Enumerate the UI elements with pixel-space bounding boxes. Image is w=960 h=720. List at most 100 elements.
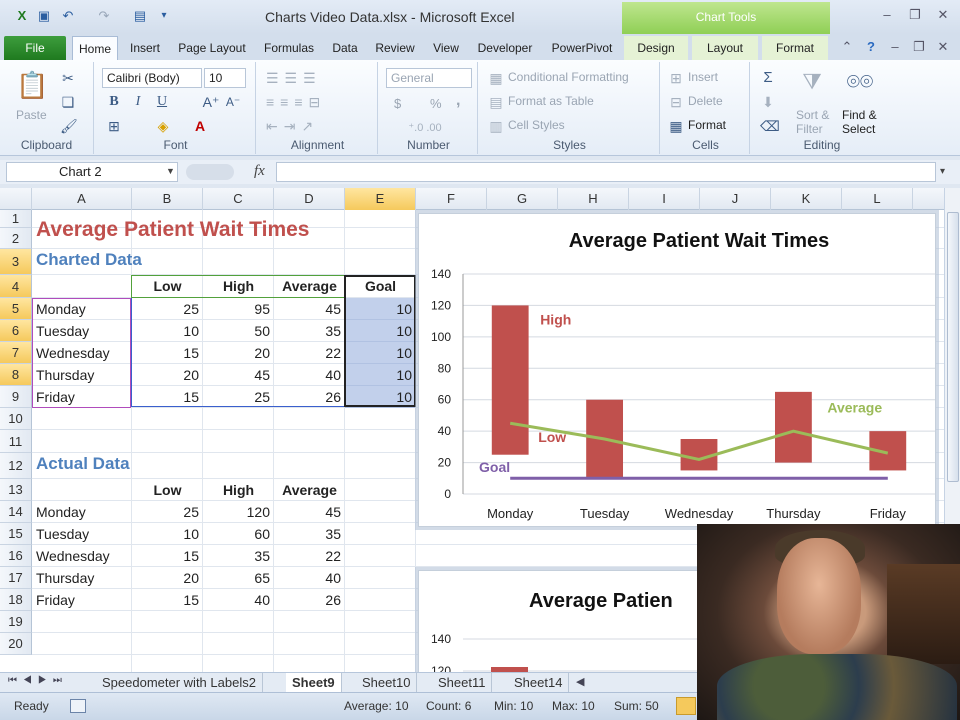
sheet-nav-icons[interactable]: ⏮◀▶⏭	[8, 675, 68, 686]
actual-cell-average[interactable]: 35	[325, 526, 341, 542]
column-header-h[interactable]: H	[558, 188, 629, 210]
name-box[interactable]: Chart 2	[6, 162, 178, 182]
row-header-1[interactable]: 1	[0, 210, 32, 228]
column-header-e[interactable]: E	[345, 188, 416, 210]
charted-cell-day[interactable]: Monday	[36, 301, 86, 317]
charted-header-low[interactable]: Low	[153, 278, 182, 294]
charted-cell-day[interactable]: Wednesday	[36, 345, 110, 361]
font-color-icon[interactable]: A	[194, 118, 206, 134]
decimal-icons[interactable]: ⁺.0 .00	[408, 122, 442, 134]
actual-cell-average[interactable]: 45	[325, 504, 341, 520]
actual-header-low[interactable]: Low	[153, 482, 182, 498]
grow-font-icon[interactable]: A⁺	[202, 94, 220, 110]
column-header-d[interactable]: D	[274, 188, 345, 210]
fill-color-icon[interactable]: ◈	[157, 118, 169, 134]
paste-button[interactable]: Paste	[16, 108, 47, 122]
charted-cell-average[interactable]: 45	[325, 301, 341, 317]
charted-cell-high[interactable]: 50	[254, 323, 270, 339]
format-as-table-button[interactable]: Format as Table	[508, 94, 594, 108]
row-header-9[interactable]: 9	[0, 386, 32, 408]
tab-data[interactable]: Data	[332, 41, 358, 55]
delete-cells-button[interactable]: Delete	[688, 94, 723, 108]
row-header-15[interactable]: 15	[0, 523, 32, 545]
find-select-line1[interactable]: Find &	[842, 108, 877, 122]
actual-cell-day[interactable]: Wednesday	[36, 548, 110, 564]
sheet-tab-sheet11[interactable]: Sheet11	[432, 673, 493, 692]
charted-cell-high[interactable]: 20	[254, 345, 270, 361]
row-header-10[interactable]: 10	[0, 408, 32, 430]
charted-cell-day[interactable]: Thursday	[36, 367, 95, 383]
charted-cell-goal[interactable]: 10	[396, 345, 412, 361]
charted-data-heading[interactable]: Charted Data	[36, 250, 142, 269]
macro-record-icon[interactable]	[70, 699, 86, 713]
sort-filter-line2[interactable]: Filter	[796, 122, 823, 136]
font-name-box[interactable]: Calibri (Body)	[102, 68, 202, 88]
charted-cell-low[interactable]: 25	[183, 301, 199, 317]
tab-view[interactable]: View	[433, 41, 459, 55]
fill-icon[interactable]: ⬇	[762, 94, 774, 110]
save-icon[interactable]: ▣	[37, 8, 51, 23]
normal-view-icon[interactable]	[676, 697, 696, 715]
actual-cell-day[interactable]: Friday	[36, 592, 75, 608]
actual-cell-low[interactable]: 10	[183, 526, 199, 542]
column-header-i[interactable]: I	[629, 188, 700, 210]
sheet-title[interactable]: Average Patient Wait Times	[36, 218, 310, 241]
column-header-k[interactable]: K	[771, 188, 842, 210]
workbook-restore-icon[interactable]: ❐	[913, 39, 925, 54]
worksheet-grid[interactable]: A B C D E F G H I J K L 1 2 3 4 5 6 7 8 9 10 11 12 1…	[0, 188, 944, 672]
tab-review[interactable]: Review	[375, 41, 415, 55]
workbook-minimize-icon[interactable]: –	[891, 39, 899, 54]
copy-icon[interactable]: ❏	[61, 94, 75, 110]
charted-header-high[interactable]: High	[222, 278, 255, 294]
tab-powerpivot[interactable]: PowerPivot	[551, 41, 613, 55]
minimize-ribbon-icon[interactable]: ⌃	[841, 39, 853, 54]
indent-icons[interactable]: ⇤⇥↗	[266, 118, 320, 134]
tab-developer[interactable]: Developer	[477, 41, 533, 55]
cell-styles-button[interactable]: Cell Styles	[508, 118, 565, 132]
actual-cell-average[interactable]: 26	[325, 592, 341, 608]
row-header-11[interactable]: 11	[0, 430, 32, 453]
charted-cell-day[interactable]: Tuesday	[36, 323, 90, 339]
customize-qat-icon[interactable]: ▾	[161, 10, 167, 21]
row-header-14[interactable]: 14	[0, 501, 32, 523]
comma-button[interactable]: ,	[456, 92, 461, 109]
row-header-7[interactable]: 7	[0, 342, 32, 364]
tab-file[interactable]: File	[4, 36, 66, 60]
row-header-20[interactable]: 20	[0, 633, 32, 655]
tab-design[interactable]: Design	[624, 36, 688, 60]
actual-cell-high[interactable]: 60	[254, 526, 270, 542]
charted-cell-low[interactable]: 10	[183, 323, 199, 339]
row-header-6[interactable]: 6	[0, 320, 32, 342]
charted-cell-high[interactable]: 45	[254, 367, 270, 383]
redo-icon[interactable]: ↷	[98, 8, 110, 23]
expand-formula-icon[interactable]: ▾	[940, 166, 946, 177]
charted-cell-average[interactable]: 35	[325, 323, 341, 339]
name-box-dropdown-icon[interactable]: ▼	[166, 166, 175, 176]
sheet-tab-sheet14[interactable]: Sheet14	[508, 673, 570, 692]
charted-cell-low[interactable]: 15	[183, 389, 199, 405]
close-icon[interactable]: ✕	[937, 7, 949, 22]
format-painter-icon[interactable]: 🖌	[60, 118, 78, 134]
vertical-scroll-thumb[interactable]	[947, 212, 959, 482]
tab-home[interactable]: Home	[72, 36, 118, 60]
insert-function-icon[interactable]: fx	[254, 163, 265, 179]
actual-header-high[interactable]: High	[222, 482, 255, 498]
tab-scroll-left-icon[interactable]: ◀	[576, 676, 585, 688]
actual-cell-high[interactable]: 35	[254, 548, 270, 564]
horizontal-align-icons[interactable]: ≡≡≡⊟	[266, 94, 327, 110]
charted-cell-goal[interactable]: 10	[396, 323, 412, 339]
actual-cell-day[interactable]: Monday	[36, 504, 86, 520]
conditional-formatting-button[interactable]: Conditional Formatting	[508, 70, 629, 84]
cut-icon[interactable]: ✂	[62, 70, 74, 86]
sort-filter-line1[interactable]: Sort &	[796, 108, 830, 122]
chart-average-patient-wait-times[interactable]: Average Patient Wait Times 0 20 40 60 80 100 12…	[418, 213, 936, 527]
minimize-icon[interactable]: –	[883, 7, 891, 22]
charted-header-average[interactable]: Average	[282, 278, 337, 294]
sheet-tab-sheet10[interactable]: Sheet10	[356, 673, 418, 692]
row-header-19[interactable]: 19	[0, 611, 32, 633]
borders-icon[interactable]: ⊞	[108, 118, 120, 134]
row-header-4[interactable]: 4	[0, 275, 32, 298]
undo-icon[interactable]: ↶	[62, 8, 74, 23]
row-header-12[interactable]: 12	[0, 453, 32, 479]
column-header-a[interactable]: A	[32, 188, 132, 210]
